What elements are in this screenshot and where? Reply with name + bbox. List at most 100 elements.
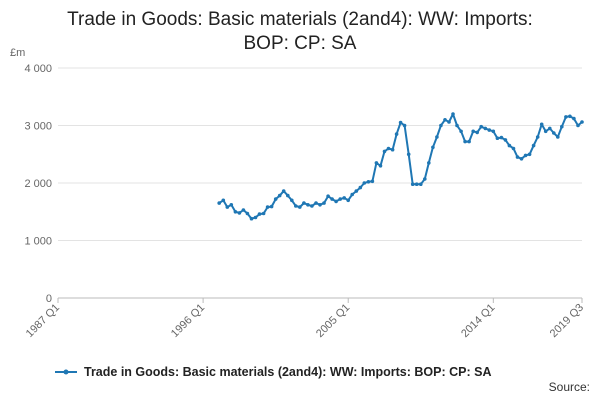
data-point [431,145,435,150]
data-point [281,189,286,193]
data-point [515,155,520,159]
data-point [257,212,262,216]
data-point [221,198,226,203]
data-point [354,189,359,193]
data-point [245,211,250,216]
y-tick-label: 2 000 [24,178,52,190]
data-point [511,146,516,151]
data-point [419,182,423,186]
data-point [249,216,254,221]
data-point [378,164,383,168]
data-point [483,126,488,131]
data-point [572,116,576,121]
data-point [552,131,556,135]
data-point [261,211,266,216]
data-point [326,194,330,198]
data-point [427,161,431,165]
data-point [294,204,298,208]
data-point [366,180,371,184]
data-point [302,201,306,205]
data-point [539,122,544,127]
data-point [322,201,326,205]
x-tick-label: 2014 Q1 [459,302,497,340]
y-unit-label: £m [10,47,25,59]
data-point [253,215,258,220]
data-point [523,153,528,158]
x-tick-label: 1996 Q1 [169,302,207,340]
data-point [314,201,318,205]
data-point [334,199,338,204]
data-point [298,205,302,209]
chart-title-line2: BOP: CP: SA [243,33,357,54]
source-label: Source: [548,380,590,394]
legend-marker-icon [63,369,69,375]
data-point [435,135,439,139]
data-point [310,204,314,208]
data-point [414,182,419,186]
data-point [406,152,411,157]
data-point [269,204,274,209]
data-point [286,193,290,198]
data-point [543,129,548,134]
y-tick-label: 0 [46,293,52,305]
data-point [459,129,463,134]
y-tick-label: 3 000 [24,121,52,133]
data-point [346,198,351,203]
series-line [218,113,583,220]
data-point [290,198,294,203]
chart-title-line1: Trade in Goods: Basic materials (2and4):… [67,9,533,30]
data-point [495,136,500,140]
data-point [237,211,242,215]
data-point [487,128,492,132]
data-point [467,139,471,144]
data-point [535,135,540,139]
data-point [560,124,564,129]
data-point [394,132,399,136]
data-point [241,208,246,212]
data-point [217,201,221,205]
data-point [277,193,282,198]
legend-label[interactable]: Trade in Goods: Basic materials (2and4):… [84,365,491,379]
data-point [439,123,443,128]
data-point [463,139,467,144]
data-point [503,138,508,142]
y-tick-label: 1 000 [24,236,52,248]
data-point [531,143,536,148]
data-point [402,123,407,128]
data-point [443,118,447,122]
data-point [382,149,387,154]
x-tick-label: 1987 Q1 [24,302,62,340]
legend[interactable]: Trade in Goods: Basic materials (2and4):… [55,365,491,379]
grid-lines [58,67,582,299]
data-point [229,203,234,207]
data-point [491,129,496,134]
data-point [265,205,270,209]
data-point [568,114,572,119]
data-point [556,135,560,139]
data-point [398,120,403,125]
data-point [519,157,524,161]
data-point [410,182,415,186]
x-tick-label: 2005 Q1 [314,302,352,340]
data-point [318,203,322,207]
data-point [338,197,343,201]
data-point [527,152,532,157]
data-point [447,120,451,124]
data-point [386,146,391,151]
series-layer [217,112,584,221]
data-point [273,197,278,201]
data-point [233,210,238,214]
data-point [225,205,230,209]
data-point [475,130,480,135]
data-point [330,197,334,201]
data-point [471,129,476,134]
x-tick-label: 2019 Q3 [548,302,586,340]
data-point [358,185,363,190]
data-point [362,181,367,185]
data-point [548,126,552,131]
x-axis: 1987 Q1 1996 Q1 2005 Q1 2014 Q1 2019 Q3 [24,298,586,340]
data-point [499,135,504,140]
data-point [455,123,459,128]
data-point [306,203,310,207]
